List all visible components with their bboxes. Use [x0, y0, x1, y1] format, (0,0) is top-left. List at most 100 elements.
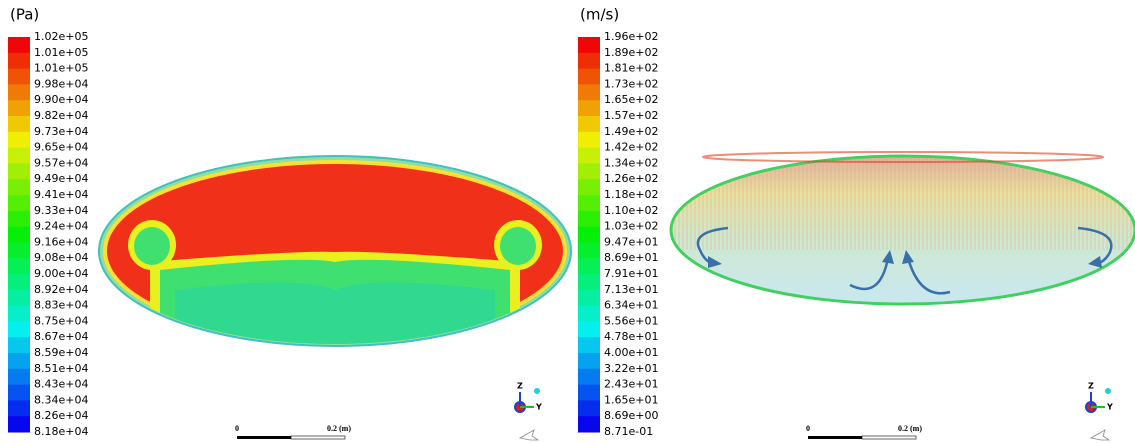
colorbar-label: 9.00e+04 [34, 267, 88, 280]
colorbar-label: 9.47e+01 [604, 235, 658, 248]
colorbar-label: 7.13e+01 [604, 283, 658, 296]
triad-z: Z [1088, 382, 1094, 391]
colorbar-band [8, 353, 30, 369]
colorbar-band [578, 179, 600, 195]
colorbar-label: 1.65e+02 [604, 93, 658, 106]
colorbar-label: 5.56e+01 [604, 314, 658, 327]
colorbar-band [8, 385, 30, 401]
velocity-vectors [671, 152, 1135, 304]
colorbar-band [578, 100, 600, 116]
colorbar-band [578, 84, 600, 100]
triad-y: Y [535, 403, 542, 412]
colorbar-band [578, 258, 600, 274]
colorbar-label: 8.83e+04 [34, 299, 88, 312]
colorbar-label: 9.73e+04 [34, 125, 88, 138]
colorbar-label: 8.43e+04 [34, 378, 88, 391]
colorbar-band [578, 274, 600, 290]
colorbar-label: 9.57e+04 [34, 156, 88, 169]
colorbar-label: 9.90e+04 [34, 93, 88, 106]
colorbar-label: 9.33e+04 [34, 204, 88, 217]
scale-start: 0 [806, 424, 810, 433]
colorbar-label: 8.67e+04 [34, 330, 88, 343]
colorbar-label: 8.51e+04 [34, 362, 88, 375]
colorbar-band [8, 321, 30, 337]
colorbar-label: 8.34e+04 [34, 393, 88, 406]
colorbar-label: 8.18e+04 [34, 425, 88, 438]
colorbar-band [8, 132, 30, 148]
colorbar-band [578, 242, 600, 258]
scale-bar [237, 436, 291, 439]
colorbar-band [578, 337, 600, 353]
colorbar-band [8, 274, 30, 290]
colorbar-band [578, 163, 600, 179]
colorbar-label: 9.98e+04 [34, 77, 88, 90]
colorbar-band [8, 179, 30, 195]
colorbar-band [578, 290, 600, 306]
colorbar-label: 1.89e+02 [604, 46, 658, 59]
colorbar-band [8, 163, 30, 179]
scale-end: 0.2 (m) [327, 424, 351, 433]
colorbar-label: 1.73e+02 [604, 77, 658, 90]
colorbar-band [8, 53, 30, 69]
colorbar-label: 8.92e+04 [34, 283, 88, 296]
colorbar-band [578, 416, 600, 432]
colorbar-band [8, 69, 30, 85]
colorbar-band [8, 337, 30, 353]
colorbar-label: 8.26e+04 [34, 409, 88, 422]
colorbar-label: 1.96e+02 [604, 30, 658, 43]
colorbar-label: 3.22e+01 [604, 362, 658, 375]
colorbar-band [578, 385, 600, 401]
view-arrow [520, 430, 538, 440]
colorbar-band [578, 37, 600, 53]
colorbar-band [578, 132, 600, 148]
colorbar-label: 9.16e+04 [34, 235, 88, 248]
triad-y: Y [1106, 403, 1113, 412]
colorbar-label: 9.41e+04 [34, 188, 88, 201]
colorbar-band [8, 84, 30, 100]
colorbar-label: 4.78e+01 [604, 330, 658, 343]
colorbar-band [578, 148, 600, 164]
colorbar-band [578, 53, 600, 69]
view-arrow [1091, 430, 1109, 440]
colorbar-band [578, 211, 600, 227]
colorbar-band [8, 195, 30, 211]
colorbar-label: 9.24e+04 [34, 220, 88, 233]
colorbar-label: 8.71e-01 [604, 425, 653, 438]
colorbar-label: 8.69e+01 [604, 251, 658, 264]
colorbar-band [8, 116, 30, 132]
screenshot: (Pa)1.02e+051.01e+051.01e+059.98e+049.90… [0, 0, 1135, 443]
colorbar-band [8, 416, 30, 432]
colorbar-label: 9.08e+04 [34, 251, 88, 264]
colorbar-label: 4.00e+01 [604, 346, 658, 359]
colorbar-band [8, 211, 30, 227]
colorbar-label: 8.75e+04 [34, 314, 88, 327]
colorbar-label: 1.26e+02 [604, 172, 658, 185]
colorbar-band [8, 100, 30, 116]
colorbar-label: 1.01e+05 [34, 46, 88, 59]
colorbar-label: 8.69e+00 [604, 409, 658, 422]
colorbar-band [8, 306, 30, 322]
colorbar-label: 1.01e+05 [34, 62, 88, 75]
colorbar-label: 7.91e+01 [604, 267, 658, 280]
pressure-contour [99, 156, 571, 346]
colorbar-band [578, 69, 600, 85]
colorbar-label: 2.43e+01 [604, 378, 658, 391]
colorbar-band [578, 400, 600, 416]
colorbar-label: 9.82e+04 [34, 109, 88, 122]
colorbar-label: 1.57e+02 [604, 109, 658, 122]
colorbar-band [8, 148, 30, 164]
scale-bar [291, 436, 345, 439]
scale-end: 0.2 (m) [898, 424, 922, 433]
colorbar-label: 8.59e+04 [34, 346, 88, 359]
colorbar-band [578, 321, 600, 337]
colorbar-band [8, 369, 30, 385]
colorbar-label: 1.03e+02 [604, 220, 658, 233]
colorbar-label: 1.34e+02 [604, 156, 658, 169]
colorbar-label: 1.81e+02 [604, 62, 658, 75]
triad-dot [534, 388, 540, 394]
scale-bar [862, 436, 916, 439]
colorbar-label: 6.34e+01 [604, 299, 658, 312]
scale-start: 0 [235, 424, 239, 433]
colorbar-band [8, 242, 30, 258]
colorbar-band [578, 353, 600, 369]
